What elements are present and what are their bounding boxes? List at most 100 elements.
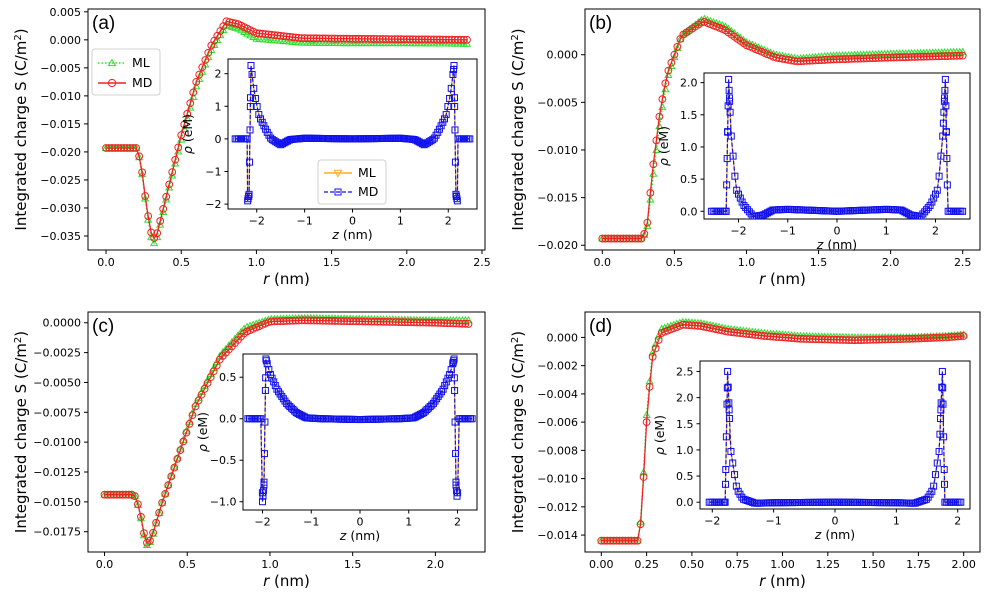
series-point-md: [443, 319, 452, 328]
series-point-md: [838, 55, 847, 64]
series-point-md: [896, 335, 905, 343]
inset-point-md: [940, 466, 948, 474]
inset-point-md: [724, 128, 732, 136]
series-point-md: [642, 418, 651, 427]
y-tick-label: 0.0: [219, 413, 237, 426]
legend-label-ml: ML: [132, 55, 150, 70]
series-point-md: [648, 352, 657, 361]
inset-point-md: [933, 459, 941, 467]
panel-label: (c): [92, 316, 114, 337]
inset-point-md: [931, 471, 939, 479]
inset-x-label-unit: (nm): [339, 227, 373, 242]
series-point-md: [615, 536, 624, 545]
series-point-md: [384, 35, 393, 43]
series-point-md: [324, 34, 333, 43]
series-point-md: [817, 335, 826, 344]
inset-point-md: [734, 190, 742, 198]
y-tick-label: −0.015: [537, 192, 578, 205]
series-point-md: [168, 168, 177, 176]
y-axis-label-close: ): [12, 28, 30, 34]
series-point-md: [811, 335, 820, 344]
y-tick-label: 0.005: [50, 6, 82, 19]
y-axis-label-text: Integrated charge S (C/m: [12, 343, 30, 533]
series-point-md: [805, 335, 814, 343]
series-point-md: [886, 53, 895, 62]
series-point-md: [376, 317, 385, 326]
series-point-md: [185, 419, 194, 428]
series-point-md: [464, 320, 473, 328]
series-point-md: [706, 324, 714, 332]
series-point-md: [463, 35, 471, 44]
series-point-md: [826, 335, 835, 344]
series-point-md: [935, 333, 944, 342]
series-point-md: [916, 52, 925, 61]
series-point-md: [929, 333, 938, 342]
inset-x-axis-label: z (nm): [339, 528, 380, 543]
series-point-md: [300, 34, 309, 43]
series-point-md: [372, 35, 381, 43]
series-point-md: [956, 332, 965, 341]
series-point-md: [445, 35, 453, 44]
series-point-md: [132, 144, 141, 152]
series-point-md: [845, 336, 853, 344]
series-point-md: [884, 335, 893, 344]
series-point-md: [330, 34, 339, 43]
series-point-md: [835, 335, 844, 344]
series-point-md: [917, 334, 926, 343]
inset-point-md: [265, 366, 273, 374]
inset-point-md: [260, 450, 268, 458]
series-point-md: [841, 55, 850, 63]
series-point-md: [866, 335, 874, 344]
series-point-md: [297, 34, 306, 43]
series-point-md: [438, 35, 447, 44]
series-point-md: [201, 56, 210, 64]
series-point-md: [294, 33, 303, 42]
y-axis-label-close: ): [509, 28, 527, 34]
x-tick-label: 0: [832, 515, 839, 528]
inset-point-md: [724, 383, 732, 391]
series-point-md: [684, 321, 693, 330]
series-point-md: [601, 234, 610, 243]
series-point-md: [258, 29, 267, 38]
series-point-md: [844, 55, 853, 63]
inset-y-label-var: ρ: [180, 146, 195, 154]
series-point-md: [417, 35, 426, 44]
series-point-md: [255, 29, 264, 38]
series-point-md: [799, 57, 808, 65]
panel-d: 0.00 0.25 0.50 0.75 1.00 1.25 1.50 1.75 2.000.00…: [509, 311, 981, 590]
y-tick-label: −0.020: [537, 239, 578, 252]
series-point-md: [952, 51, 961, 60]
series-point-md: [328, 316, 336, 325]
series-point-md: [913, 52, 922, 61]
y-tick-label: −0.0050: [33, 376, 81, 389]
series-point-ml: [139, 530, 149, 539]
y-tick-label: 0.000: [547, 49, 579, 62]
series-point-md: [763, 332, 772, 341]
x-tick-label: 2.0: [398, 256, 416, 269]
series-point-md: [306, 316, 315, 325]
x-tick-label: 0.5: [666, 256, 684, 269]
series-point-md: [134, 500, 142, 509]
y-tick-label: −0.010: [40, 90, 81, 103]
series-point-md: [784, 56, 793, 64]
y-tick-label: −0.010: [537, 473, 578, 486]
inset-point-md: [266, 371, 274, 379]
series-point-md: [270, 317, 279, 326]
series-point-md: [832, 55, 841, 64]
inset-point-md: [261, 418, 269, 426]
series-point-md: [854, 336, 862, 345]
series-point-md: [678, 320, 687, 329]
x-tick-label: 0.5: [172, 256, 190, 269]
y-tick-label: 1: [215, 100, 222, 113]
series-point-md: [838, 336, 847, 344]
inset-point-md: [727, 132, 735, 140]
x-tick-label: 1.0: [261, 558, 279, 571]
series-point-md: [908, 334, 917, 343]
y-tick-label: −0.0100: [33, 436, 81, 449]
series-point-ml: [158, 498, 167, 506]
series-point-md: [928, 52, 937, 61]
series-point-md: [600, 536, 609, 545]
series-point-md: [787, 334, 796, 343]
inset-point-md: [450, 94, 458, 102]
y-axis-label-sup: 2: [510, 337, 521, 343]
